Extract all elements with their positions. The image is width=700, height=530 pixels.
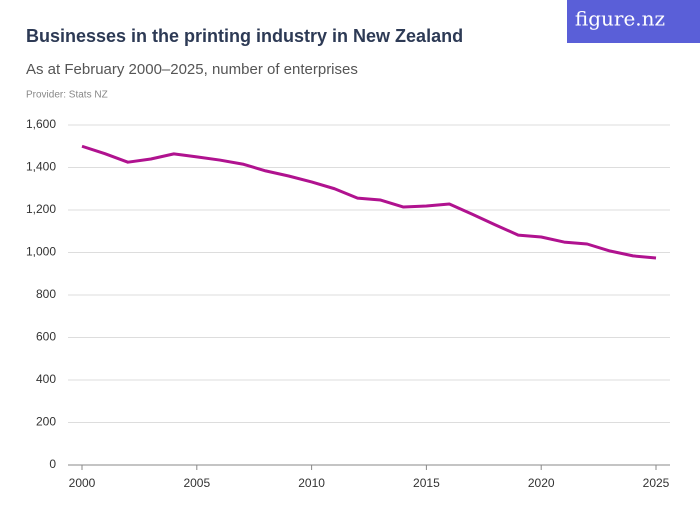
y-tick-label: 800 [36,287,56,301]
chart-title: Businesses in the printing industry in N… [26,26,463,46]
x-tick-label: 2015 [413,476,440,490]
x-tick-label: 2020 [528,476,555,490]
y-tick-label: 200 [36,415,56,429]
chart-subtitle: As at February 2000–2025, number of ente… [26,61,358,78]
y-tick-label: 1,400 [26,160,56,174]
x-tick-label: 2005 [183,476,210,490]
y-tick-label: 400 [36,372,56,386]
x-tick-label: 2025 [643,476,670,490]
data-line [81,144,657,260]
logo-box [567,0,700,43]
y-tick-label: 1,000 [26,245,56,259]
logo[interactable]: figure.nz [575,7,665,31]
x-tick-label: 2010 [298,476,325,490]
y-tick-label: 0 [49,457,56,471]
y-tick-label: 600 [36,330,56,344]
y-tick-label: 1,200 [26,202,56,216]
y-tick-label: 1,600 [26,117,56,131]
provider: Provider: Stats NZ [26,90,108,101]
x-tick-label: 2000 [69,476,96,490]
